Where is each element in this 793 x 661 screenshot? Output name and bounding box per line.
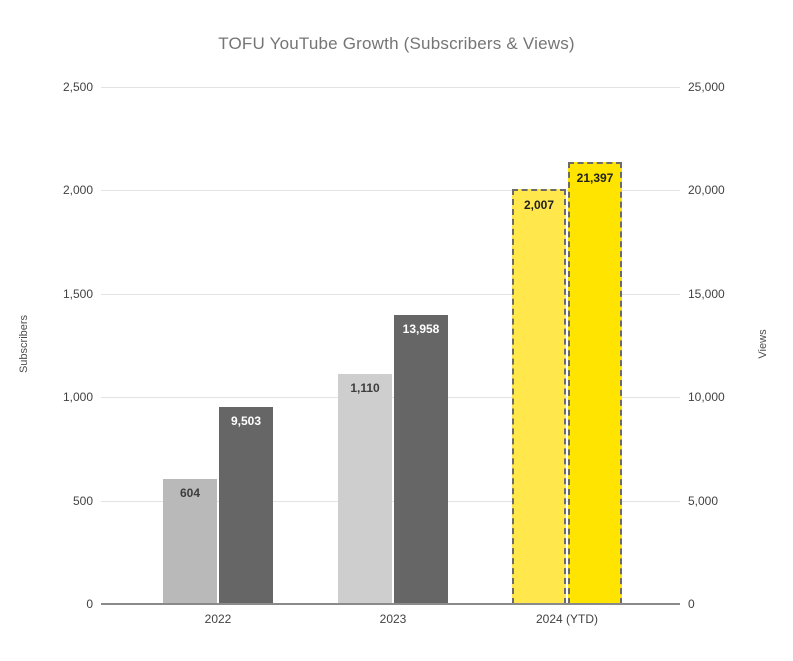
chart-title: TOFU YouTube Growth (Subscribers & Views… <box>218 34 575 53</box>
left-axis-tick-label: 2,500 <box>62 80 93 94</box>
right-axis-tick-label: 15,000 <box>688 286 725 301</box>
bar-value-label: 2,007 <box>523 197 555 212</box>
right-axis-tick-label: 20,000 <box>688 183 725 198</box>
right-axis-tick-label: 5,000 <box>688 493 719 508</box>
gridline <box>101 87 680 88</box>
bar-value-label: 13,958 <box>402 322 440 337</box>
x-axis-label-2024 (YTD): 2024 (YTD) <box>535 612 599 626</box>
bar-value-label: 1,110 <box>350 381 380 396</box>
bar-value-label: 21,397 <box>576 170 614 185</box>
right-axis-tick-label: 25,000 <box>688 80 725 94</box>
bar-value-label: 604 <box>179 486 201 501</box>
bar-subscribers-2023[interactable]: 1,110 <box>338 374 392 604</box>
left-axis-tick-label: 0 <box>86 597 93 611</box>
left-axis-tick-label: 500 <box>72 493 93 508</box>
plot-area: 604 9,503 1,110 13,958 2,007 21,397 <box>101 87 680 605</box>
bar-views-2024 (YTD)[interactable]: 21,397 <box>568 161 622 604</box>
left-axis-tick-label: 1,000 <box>62 390 93 405</box>
gridline <box>101 293 680 295</box>
right-axis-tick-label: 10,000 <box>688 390 725 405</box>
left-axis-tick-label: 1,500 <box>62 286 93 301</box>
left-axis-tick-label: 2,000 <box>62 183 93 198</box>
right-axis-title: Views <box>757 329 769 359</box>
right-axis-tick-label: 0 <box>688 597 695 611</box>
bar-views-2023[interactable]: 13,958 <box>394 315 448 604</box>
bar-subscribers-2022[interactable]: 604 <box>163 479 217 604</box>
x-axis-label-2022: 2022 <box>204 612 232 626</box>
left-axis-title: Subscribers <box>18 314 30 374</box>
bar-subscribers-2024 (YTD)[interactable]: 2,007 <box>512 188 566 604</box>
gridline <box>101 190 680 192</box>
bar-views-2022[interactable]: 9,503 <box>219 407 273 604</box>
x-axis-label-2023: 2023 <box>379 612 407 626</box>
x-axis-baseline <box>101 603 680 605</box>
bar-value-label: 9,503 <box>230 414 262 429</box>
